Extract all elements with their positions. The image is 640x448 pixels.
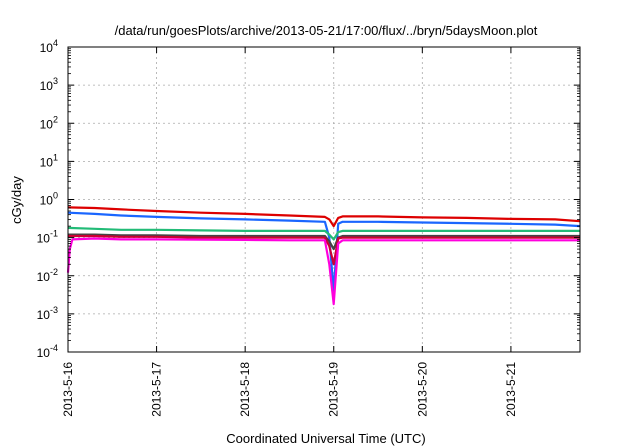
series-line-2 [67,211,581,292]
y-axis-label: cGy/day [9,176,24,224]
series-line-1 [67,206,581,228]
y-tick-label: 10-2 [37,267,58,284]
x-axis-label: Coordinated Universal Time (UTC) [226,431,425,446]
series-line-4 [68,233,580,251]
y-tick-label: 10-4 [37,343,58,360]
y-tick-label: 10-1 [37,229,58,246]
plot-series [66,206,581,306]
x-tick-label: 2013-5-16 [61,362,75,417]
x-tick-label: 2013-5-20 [415,362,429,417]
y-tick-label: 101 [40,152,58,169]
x-tick-label: 2013-5-17 [150,362,164,417]
series-line-3 [67,226,580,241]
y-axis-ticks: 10-4 10-3 10-2 10-1 100 101 102 103 104 [37,38,580,360]
chart-title: /data/run/goesPlots/archive/2013-05-21/1… [115,23,538,38]
x-tick-label: 2013-5-19 [327,362,341,417]
x-axis-ticks: 2013-5-16 2013-5-17 2013-5-18 2013-5-19 2013… [61,47,518,417]
x-tick-label: 2013-5-18 [238,362,252,417]
grid [68,47,580,352]
y-tick-label: 102 [40,114,58,131]
series-line-5 [68,234,580,266]
y-tick-label: 10-3 [37,305,58,322]
y-tick-label: 100 [40,191,58,208]
y-tick-label: 104 [40,38,58,55]
series-line-6 [66,237,580,306]
y-tick-label: 103 [40,76,58,93]
x-tick-label: 2013-5-21 [504,362,518,417]
